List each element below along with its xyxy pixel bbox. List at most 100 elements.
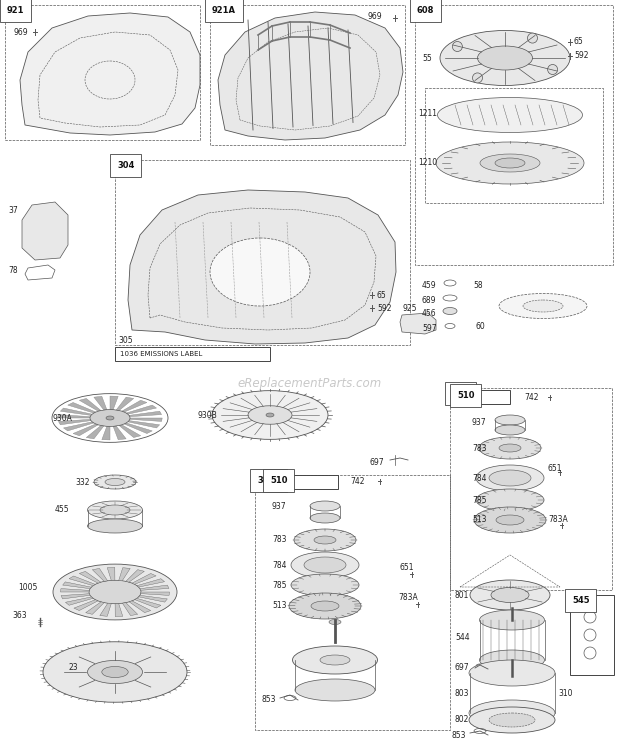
Polygon shape xyxy=(73,424,98,436)
Bar xyxy=(115,160,410,345)
Text: 305: 305 xyxy=(118,336,133,344)
Text: 65: 65 xyxy=(574,36,584,45)
Text: 58: 58 xyxy=(473,280,482,289)
Polygon shape xyxy=(118,568,130,581)
Ellipse shape xyxy=(489,470,531,486)
Text: 309A: 309A xyxy=(257,476,281,485)
Text: 608: 608 xyxy=(417,6,435,15)
Text: 803: 803 xyxy=(455,688,469,698)
Ellipse shape xyxy=(499,293,587,318)
Ellipse shape xyxy=(210,238,310,306)
Ellipse shape xyxy=(479,650,544,670)
Text: 592: 592 xyxy=(377,304,391,312)
Bar xyxy=(450,388,612,590)
Polygon shape xyxy=(140,585,169,590)
Circle shape xyxy=(528,33,538,43)
Text: 783: 783 xyxy=(472,443,487,452)
Ellipse shape xyxy=(479,437,541,459)
Ellipse shape xyxy=(496,515,524,525)
Ellipse shape xyxy=(291,574,359,596)
Ellipse shape xyxy=(499,444,521,452)
Text: eReplacementParts.com: eReplacementParts.com xyxy=(238,376,382,390)
Circle shape xyxy=(547,65,557,74)
Ellipse shape xyxy=(87,501,143,519)
Circle shape xyxy=(453,42,463,51)
Bar xyxy=(255,475,450,730)
Text: 304: 304 xyxy=(117,161,135,170)
Ellipse shape xyxy=(87,661,143,684)
Text: 651: 651 xyxy=(400,563,415,572)
Ellipse shape xyxy=(477,46,533,70)
Ellipse shape xyxy=(94,475,136,489)
Text: 921: 921 xyxy=(7,6,25,15)
Text: 853: 853 xyxy=(262,696,277,705)
Polygon shape xyxy=(79,571,101,583)
Polygon shape xyxy=(218,12,403,140)
Ellipse shape xyxy=(106,416,114,420)
Ellipse shape xyxy=(479,610,544,630)
Text: 1210: 1210 xyxy=(418,158,437,167)
Ellipse shape xyxy=(90,410,130,426)
Text: 510: 510 xyxy=(270,476,288,485)
Polygon shape xyxy=(63,582,91,589)
Text: 937: 937 xyxy=(472,417,487,426)
Text: 60: 60 xyxy=(476,321,485,330)
Polygon shape xyxy=(116,397,134,411)
Polygon shape xyxy=(110,396,118,410)
Text: 455: 455 xyxy=(55,505,69,515)
Polygon shape xyxy=(94,397,107,410)
Text: 742: 742 xyxy=(350,476,365,486)
Bar xyxy=(210,5,405,145)
Bar xyxy=(415,5,613,265)
Polygon shape xyxy=(135,598,161,608)
Text: 697: 697 xyxy=(370,458,384,466)
Polygon shape xyxy=(126,570,144,582)
Ellipse shape xyxy=(248,405,292,424)
Ellipse shape xyxy=(310,501,340,511)
Ellipse shape xyxy=(304,557,346,573)
Text: 332: 332 xyxy=(75,478,89,487)
Text: 456: 456 xyxy=(422,309,436,318)
Text: 363: 363 xyxy=(12,611,27,620)
Text: 1005: 1005 xyxy=(18,583,37,591)
Text: 784: 784 xyxy=(472,473,487,483)
Text: 55: 55 xyxy=(422,54,432,62)
Bar xyxy=(268,475,338,489)
Ellipse shape xyxy=(89,580,141,603)
Bar xyxy=(570,595,614,675)
Text: 310: 310 xyxy=(558,688,572,698)
Ellipse shape xyxy=(474,507,546,533)
Text: 545: 545 xyxy=(572,596,590,605)
Ellipse shape xyxy=(469,660,555,686)
Ellipse shape xyxy=(480,154,540,172)
Polygon shape xyxy=(115,603,123,617)
Text: 597: 597 xyxy=(422,324,436,333)
Ellipse shape xyxy=(469,700,555,726)
Polygon shape xyxy=(102,426,110,440)
Text: 689: 689 xyxy=(422,295,436,304)
Ellipse shape xyxy=(495,415,525,425)
Ellipse shape xyxy=(438,97,583,132)
Ellipse shape xyxy=(495,425,525,435)
Text: 1036 EMISSIONS LABEL: 1036 EMISSIONS LABEL xyxy=(120,351,202,357)
Polygon shape xyxy=(61,594,90,599)
Polygon shape xyxy=(66,597,93,606)
Polygon shape xyxy=(60,408,92,415)
Text: 1211: 1211 xyxy=(418,109,437,118)
Bar xyxy=(425,88,603,203)
Ellipse shape xyxy=(293,646,378,674)
Polygon shape xyxy=(139,595,167,602)
Ellipse shape xyxy=(295,679,375,701)
Text: 37: 37 xyxy=(8,205,18,214)
Ellipse shape xyxy=(443,307,457,315)
Ellipse shape xyxy=(53,564,177,620)
Text: 459: 459 xyxy=(422,280,436,289)
Polygon shape xyxy=(58,414,91,418)
Ellipse shape xyxy=(320,655,350,665)
Polygon shape xyxy=(122,400,147,412)
Polygon shape xyxy=(69,576,95,586)
Polygon shape xyxy=(92,568,108,581)
Ellipse shape xyxy=(440,31,570,86)
Polygon shape xyxy=(400,313,436,334)
Polygon shape xyxy=(130,418,162,421)
